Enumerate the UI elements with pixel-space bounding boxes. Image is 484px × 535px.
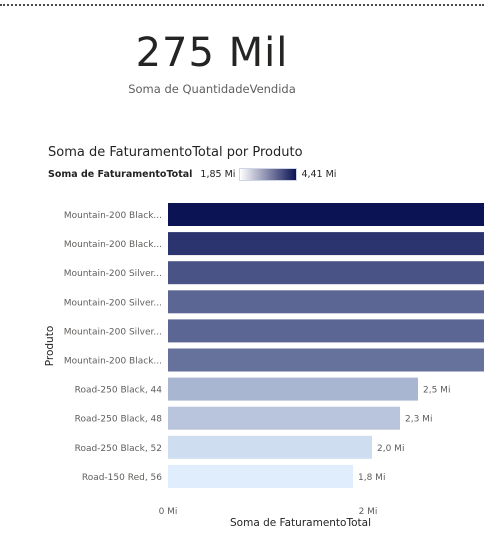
bar-0[interactable] xyxy=(168,203,484,226)
bar-6[interactable] xyxy=(168,377,418,401)
x-tick-label-0: 0 Mi xyxy=(159,507,178,517)
category-label-0: Mountain-200 Black... xyxy=(64,211,162,221)
category-label-8: Road-250 Black, 52 xyxy=(75,444,162,454)
color-legend[interactable]: Soma de FaturamentoTotal 1,85 Mi 4,41 Mi xyxy=(48,167,336,181)
bar-3[interactable] xyxy=(168,290,484,314)
bar-5[interactable] xyxy=(168,348,484,372)
category-label-2: Mountain-200 Silver... xyxy=(64,269,162,279)
x-tick-label-1: 2 Mi xyxy=(359,507,378,517)
legend-title: Soma de FaturamentoTotal xyxy=(48,168,193,180)
category-label-4: Mountain-200 Silver... xyxy=(64,327,162,337)
data-label-6: 2,5 Mi xyxy=(423,386,450,396)
bar-4[interactable] xyxy=(168,319,484,343)
category-label-1: Mountain-200 Black... xyxy=(64,240,162,250)
bar-9[interactable] xyxy=(168,464,353,488)
legend-max-label: 4,41 Mi xyxy=(301,168,337,180)
bar-8[interactable] xyxy=(168,435,372,459)
bar-7[interactable] xyxy=(168,406,400,430)
category-label-5: Mountain-200 Black... xyxy=(64,357,162,367)
legend-min-label: 1,85 Mi xyxy=(200,168,236,180)
y-axis-title: Produto xyxy=(44,325,56,367)
category-label-3: Mountain-200 Silver... xyxy=(64,298,162,308)
category-label-9: Road-150 Red, 56 xyxy=(82,473,162,483)
bar-2[interactable] xyxy=(168,261,484,285)
data-label-7: 2,3 Mi xyxy=(405,415,432,425)
kpi-card-value: 275 Mil xyxy=(135,30,289,76)
chart-title: Soma de FaturamentoTotal por Produto xyxy=(48,145,303,160)
bar-1[interactable] xyxy=(168,232,484,256)
data-label-8: 2,0 Mi xyxy=(377,444,404,454)
visual-border-dotted xyxy=(0,4,484,6)
x-axis-title: Soma de FaturamentoTotal xyxy=(230,517,371,529)
kpi-card-label: Soma de QuantidadeVendida xyxy=(128,82,296,96)
data-label-9: 1,8 Mi xyxy=(358,473,385,483)
category-label-7: Road-250 Black, 48 xyxy=(75,415,163,425)
legend-gradient-bar xyxy=(239,167,298,181)
category-label-6: Road-250 Black, 44 xyxy=(75,386,163,396)
